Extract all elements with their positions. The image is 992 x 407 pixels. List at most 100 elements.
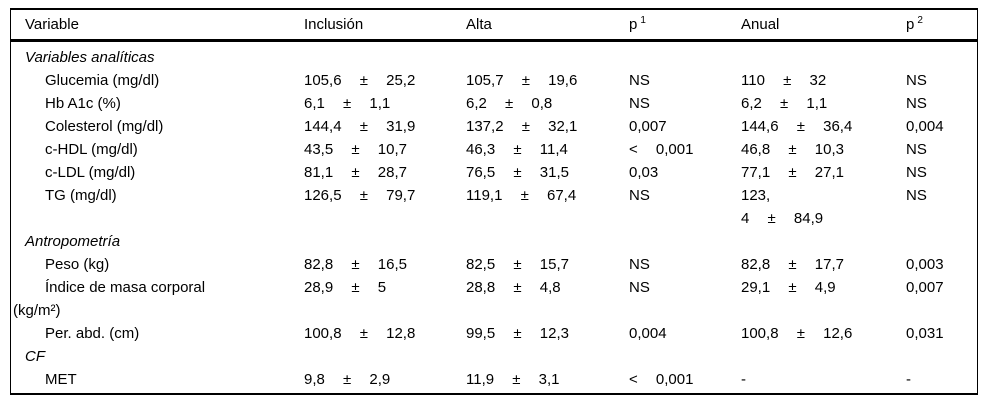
cell-variable: MET [11,368,304,391]
table-row: Glucemia (mg/dl) 105,6 ± 25,2 105,7 ± 19,6… [11,69,977,92]
cell-p2: NS [906,72,927,89]
cell-alta: 119,1 ± 67,4 [466,187,577,204]
cell-alta: 6,2 ± 0,8 [466,95,553,112]
cell-p1: < 0,001 [629,141,694,158]
cell-p1: 0,004 [629,325,667,342]
p2-superscript: 2 [917,15,923,26]
table-row: c-HDL (mg/dl) 43,5 ± 10,7 46,3 ± 11,4 < 0,0… [11,138,977,161]
cell-anual: 144,6 ± 36,4 [741,118,853,135]
column-header-label: p [906,16,915,33]
cell-inclusion: 105,6 ± 25,2 [304,72,416,89]
variable-label: c-LDL (mg/dl) [45,164,136,181]
cell-variable: Hb A1c (%) [11,92,304,115]
cell-p1: 0,03 [629,164,659,181]
cell-inclusion: 6,1 ± 1,1 [304,95,391,112]
cell-alta: 105,7 ± 19,6 [466,72,578,89]
variable-label: Glucemia (mg/dl) [45,72,160,89]
section-row: CF [11,345,977,368]
cell-p2: 0,003 [906,256,944,273]
cell-variable: c-LDL (mg/dl) [11,161,304,184]
table-row: Índice de masa corporal (kg/m²) 28,9 ± 5 28… [11,276,977,322]
table-row: MET 9,8 ± 2,9 11,9 ± 3,1 < 0,001 - - [11,368,977,391]
column-header-label: Anual [741,16,780,33]
cell-variable: Variables analíticas [11,46,304,69]
cell-variable: c-HDL (mg/dl) [11,138,304,161]
table-row: Peso (kg) 82,8 ± 16,5 82,5 ± 15,7 NS 82,8 ± … [11,253,977,276]
cell-p1: 0,007 [629,118,667,135]
cell-anual: 110 ± 32 [741,72,827,89]
cell-inclusion: 100,8 ± 12,8 [304,325,416,342]
column-header-label: Inclusión [304,16,364,33]
cell-variable: Per. abd. (cm) [11,322,304,345]
cell-anual: 6,2 ± 1,1 [741,95,828,112]
column-header-label: Alta [466,16,492,33]
variable-label: TG (mg/dl) [45,187,117,204]
table-row: c-LDL (mg/dl) 81,1 ± 28,7 76,5 ± 31,5 0,03 7… [11,161,977,184]
cell-anual: 100,8 ± 12,6 [741,325,853,342]
section-label: CF [25,348,45,365]
variable-label: c-HDL (mg/dl) [45,141,138,158]
cell-anual: - [741,371,746,388]
column-header-inclusion: Inclusión [304,16,466,33]
table-row: Per. abd. (cm) 100,8 ± 12,8 99,5 ± 12,3 0,0… [11,322,977,345]
cell-alta: 46,3 ± 11,4 [466,141,568,158]
table-row: Hb A1c (%) 6,1 ± 1,1 6,2 ± 0,8 NS 6,2 ± 1,1 N… [11,92,977,115]
cell-variable: TG (mg/dl) [11,184,304,207]
cell-inclusion: 28,9 ± 5 [304,279,387,296]
cell-p1: < 0,001 [629,371,694,388]
cell-p2: NS [906,164,927,181]
cell-p2: 0,031 [906,325,944,342]
cell-inclusion: 82,8 ± 16,5 [304,256,407,273]
cell-inclusion: 9,8 ± 2,9 [304,371,391,388]
section-row: Variables analíticas [11,46,977,69]
cell-p2: - [906,371,911,388]
table-row: Colesterol (mg/dl) 144,4 ± 31,9 137,2 ± 32… [11,115,977,138]
variable-label: Peso (kg) [45,256,110,273]
cell-p2: 0,004 [906,118,944,135]
variable-label: Índice de masa corporal [45,279,206,296]
column-header-label: Variable [25,16,79,33]
cell-p2: NS [906,95,927,112]
cell-variable: Glucemia (mg/dl) [11,69,304,92]
variable-label: Hb A1c (%) [45,95,121,112]
cell-anual: 123, 4 ± 84,9 [741,187,824,227]
variable-label: Per. abd. (cm) [45,325,140,342]
cell-inclusion: 144,4 ± 31,9 [304,118,416,135]
cell-alta: 137,2 ± 32,1 [466,118,578,135]
column-header-anual: Anual [741,16,906,33]
cell-inclusion: 43,5 ± 10,7 [304,141,407,158]
cell-anual: 77,1 ± 27,1 [741,164,844,181]
p1-superscript: 1 [640,15,646,26]
cell-p2: NS [906,187,927,204]
cell-p1: NS [629,72,650,89]
cell-p1: NS [629,187,650,204]
column-header-alta: Alta [466,16,629,33]
cell-anual: 46,8 ± 10,3 [741,141,844,158]
cell-p2: 0,007 [906,279,944,296]
cell-variable: Índice de masa corporal (kg/m²) [11,276,304,322]
column-header-variable: Variable [11,16,304,33]
cell-inclusion: 81,1 ± 28,7 [304,164,407,181]
section-label: Antropometría [25,233,121,250]
column-header-label: p [629,16,638,33]
cell-variable: Antropometría [11,230,304,253]
cell-p2: NS [906,141,927,158]
cell-variable: CF [11,345,304,368]
cell-p1: NS [629,279,650,296]
cell-anual: 29,1 ± 4,9 [741,279,836,296]
cell-alta: 11,9 ± 3,1 [466,371,560,388]
variable-label-continuation: (kg/m²) [13,302,61,319]
cell-p1: NS [629,256,650,273]
table-row: TG (mg/dl) 126,5 ± 79,7 119,1 ± 67,4 NS 123,… [11,184,977,230]
section-row: Antropometría [11,230,977,253]
cell-anual: 82,8 ± 17,7 [741,256,844,273]
cell-alta: 99,5 ± 12,3 [466,325,569,342]
table-body: Variables analíticas Glucemia (mg/dl) 105,… [11,42,977,391]
cell-alta: 82,5 ± 15,7 [466,256,569,273]
cell-alta: 28,8 ± 4,8 [466,279,561,296]
cell-alta: 76,5 ± 31,5 [466,164,569,181]
